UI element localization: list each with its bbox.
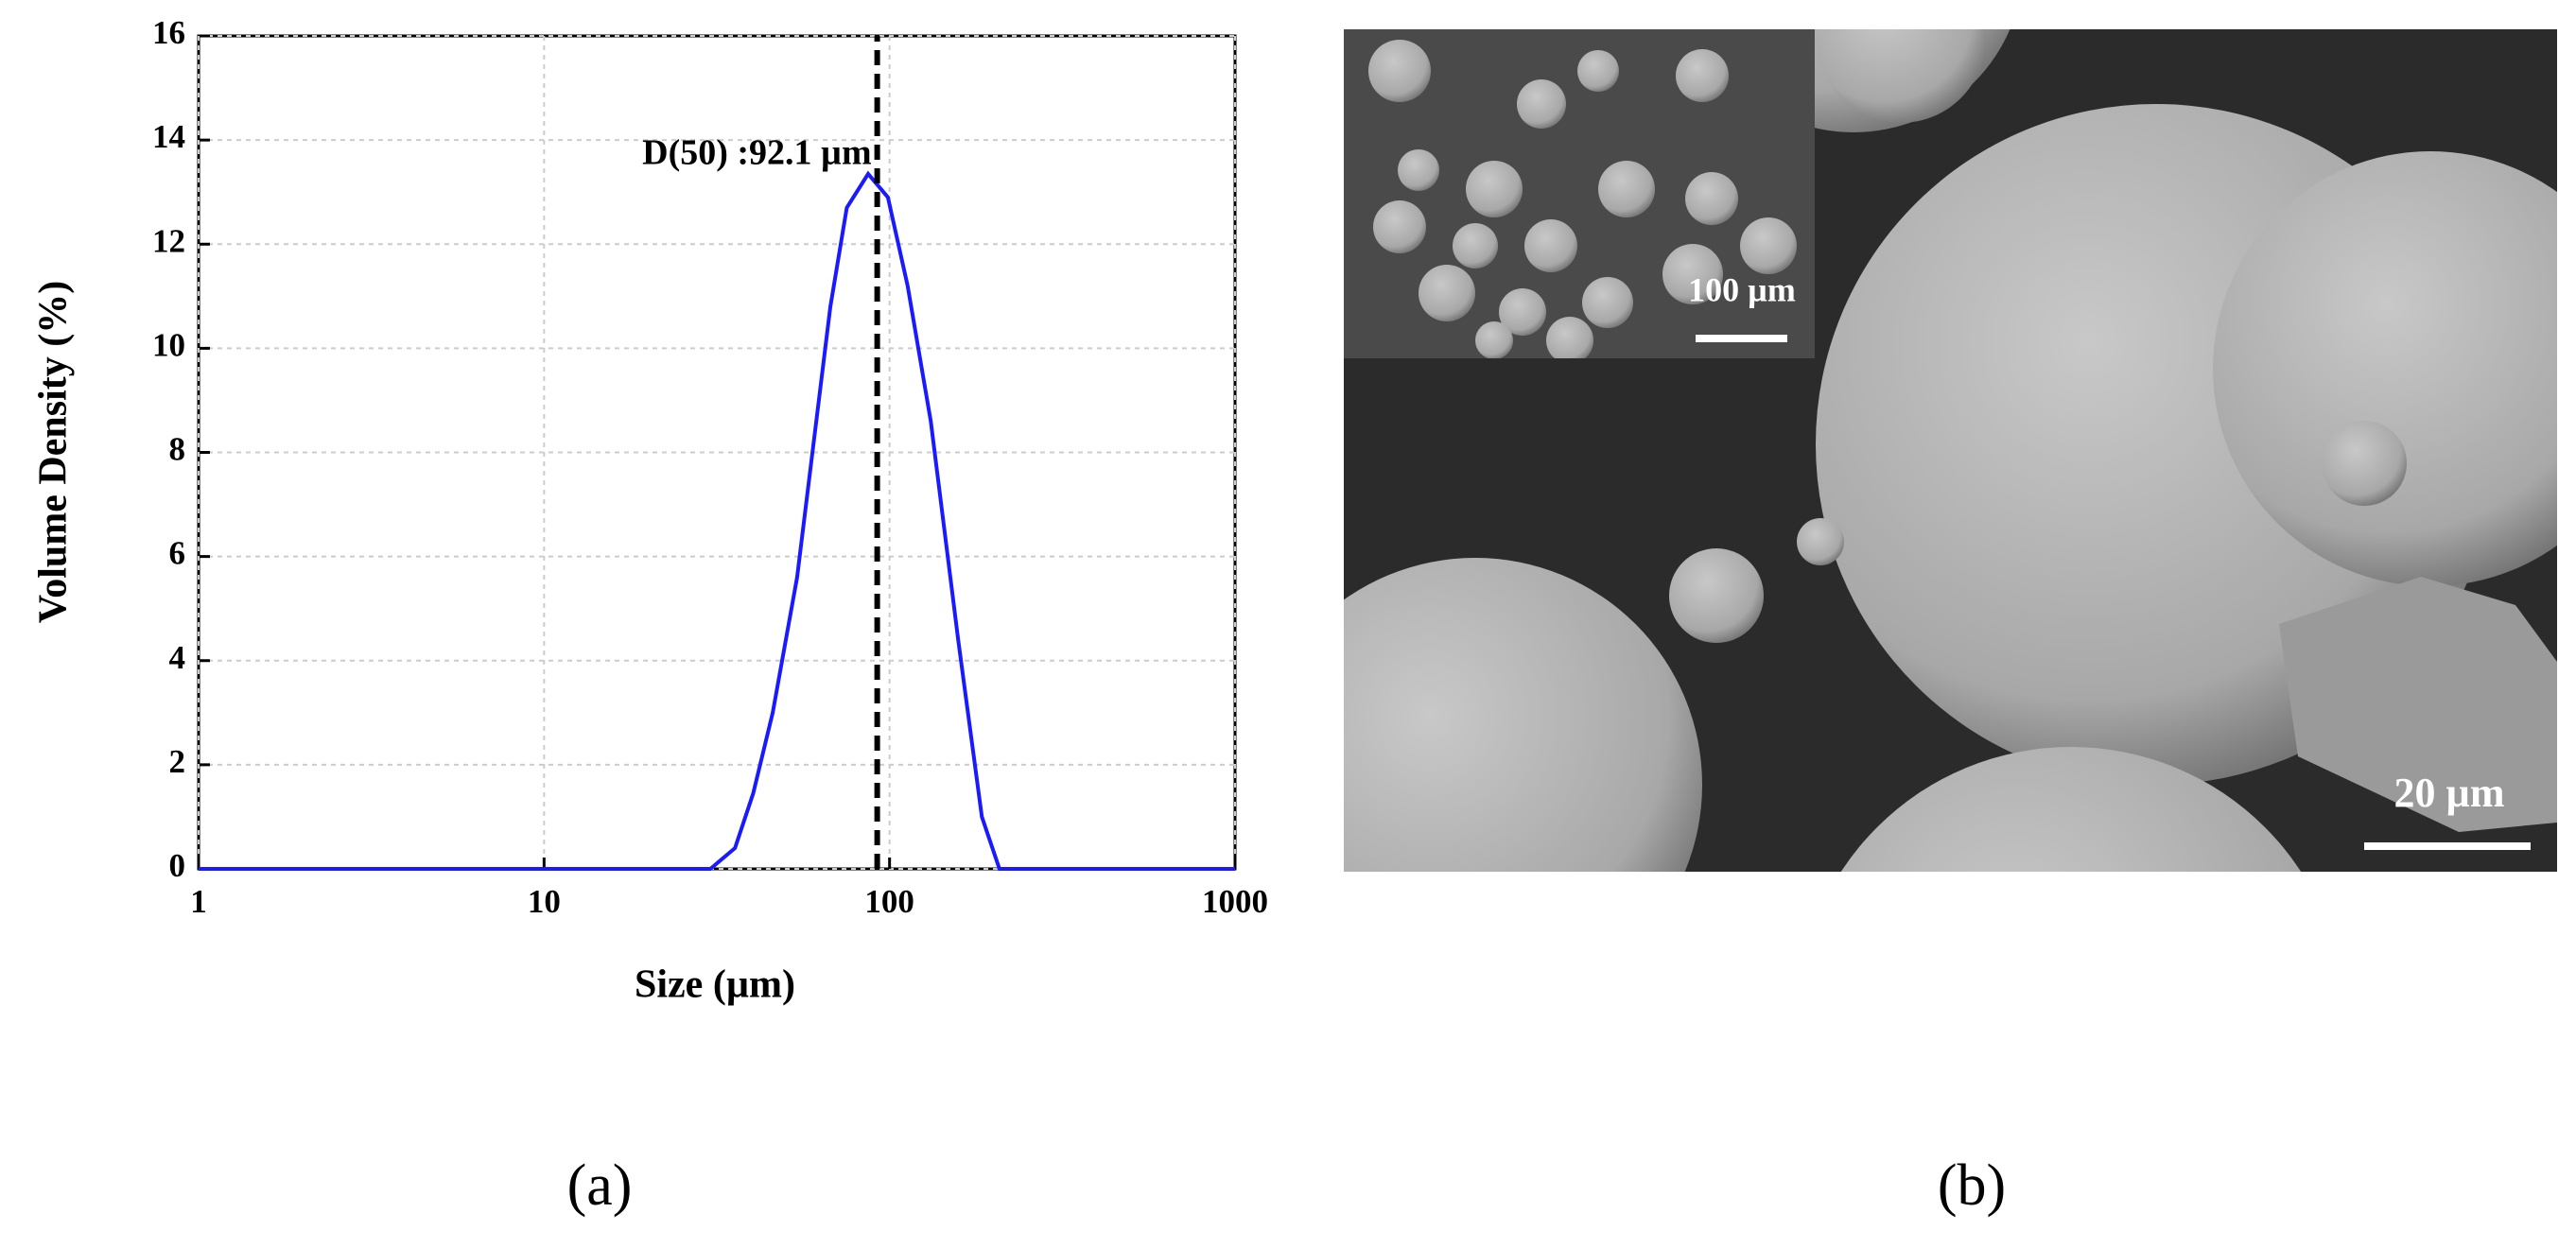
particle: [1840, 747, 2302, 872]
panel-label: (a): [567, 1153, 633, 1218]
x-tick-label: 10: [528, 883, 561, 920]
particle: [2213, 151, 2557, 586]
y-axis-title: Volume Density (%): [32, 281, 76, 623]
x-axis-title: Size (µm): [635, 963, 795, 1007]
inset: 100 µm: [1344, 29, 1815, 358]
y-tick-label: 8: [169, 431, 186, 468]
y-tick-label: 16: [152, 14, 185, 51]
inset-scale-label: 100 µm: [1688, 270, 1796, 308]
chart: 0 2 4 6 8 10 12 14 16 1 10 100 1000 D(50) :92.1 µm: [152, 14, 1268, 920]
y-tick-label: 0: [169, 847, 186, 884]
satellite: [1797, 518, 1844, 565]
data-line: [199, 170, 1235, 871]
satellite: [2322, 421, 2407, 506]
y-tick-label: 4: [169, 639, 186, 676]
particle: [1344, 558, 1702, 872]
y-tick-label: 2: [169, 743, 186, 780]
x-tick-label: 1: [190, 883, 207, 920]
particle: [1816, 29, 1986, 123]
y-tick-label: 14: [152, 118, 185, 155]
y-tick-label: 12: [152, 222, 185, 259]
x-tick-label: 100: [864, 883, 914, 920]
scale-label: 20 µm: [2393, 770, 2504, 816]
y-tick-label: 10: [152, 326, 185, 363]
panel-label: (b): [1938, 1153, 2006, 1218]
debris: [2279, 577, 2557, 832]
x-tick-label: 1000: [1202, 883, 1268, 920]
sem-image: 100 µm 20 µm: [1344, 29, 2557, 872]
y-tick-label: 6: [169, 535, 186, 572]
satellite: [1669, 548, 1764, 643]
d50-annotation: D(50) :92.1 µm: [642, 133, 871, 173]
